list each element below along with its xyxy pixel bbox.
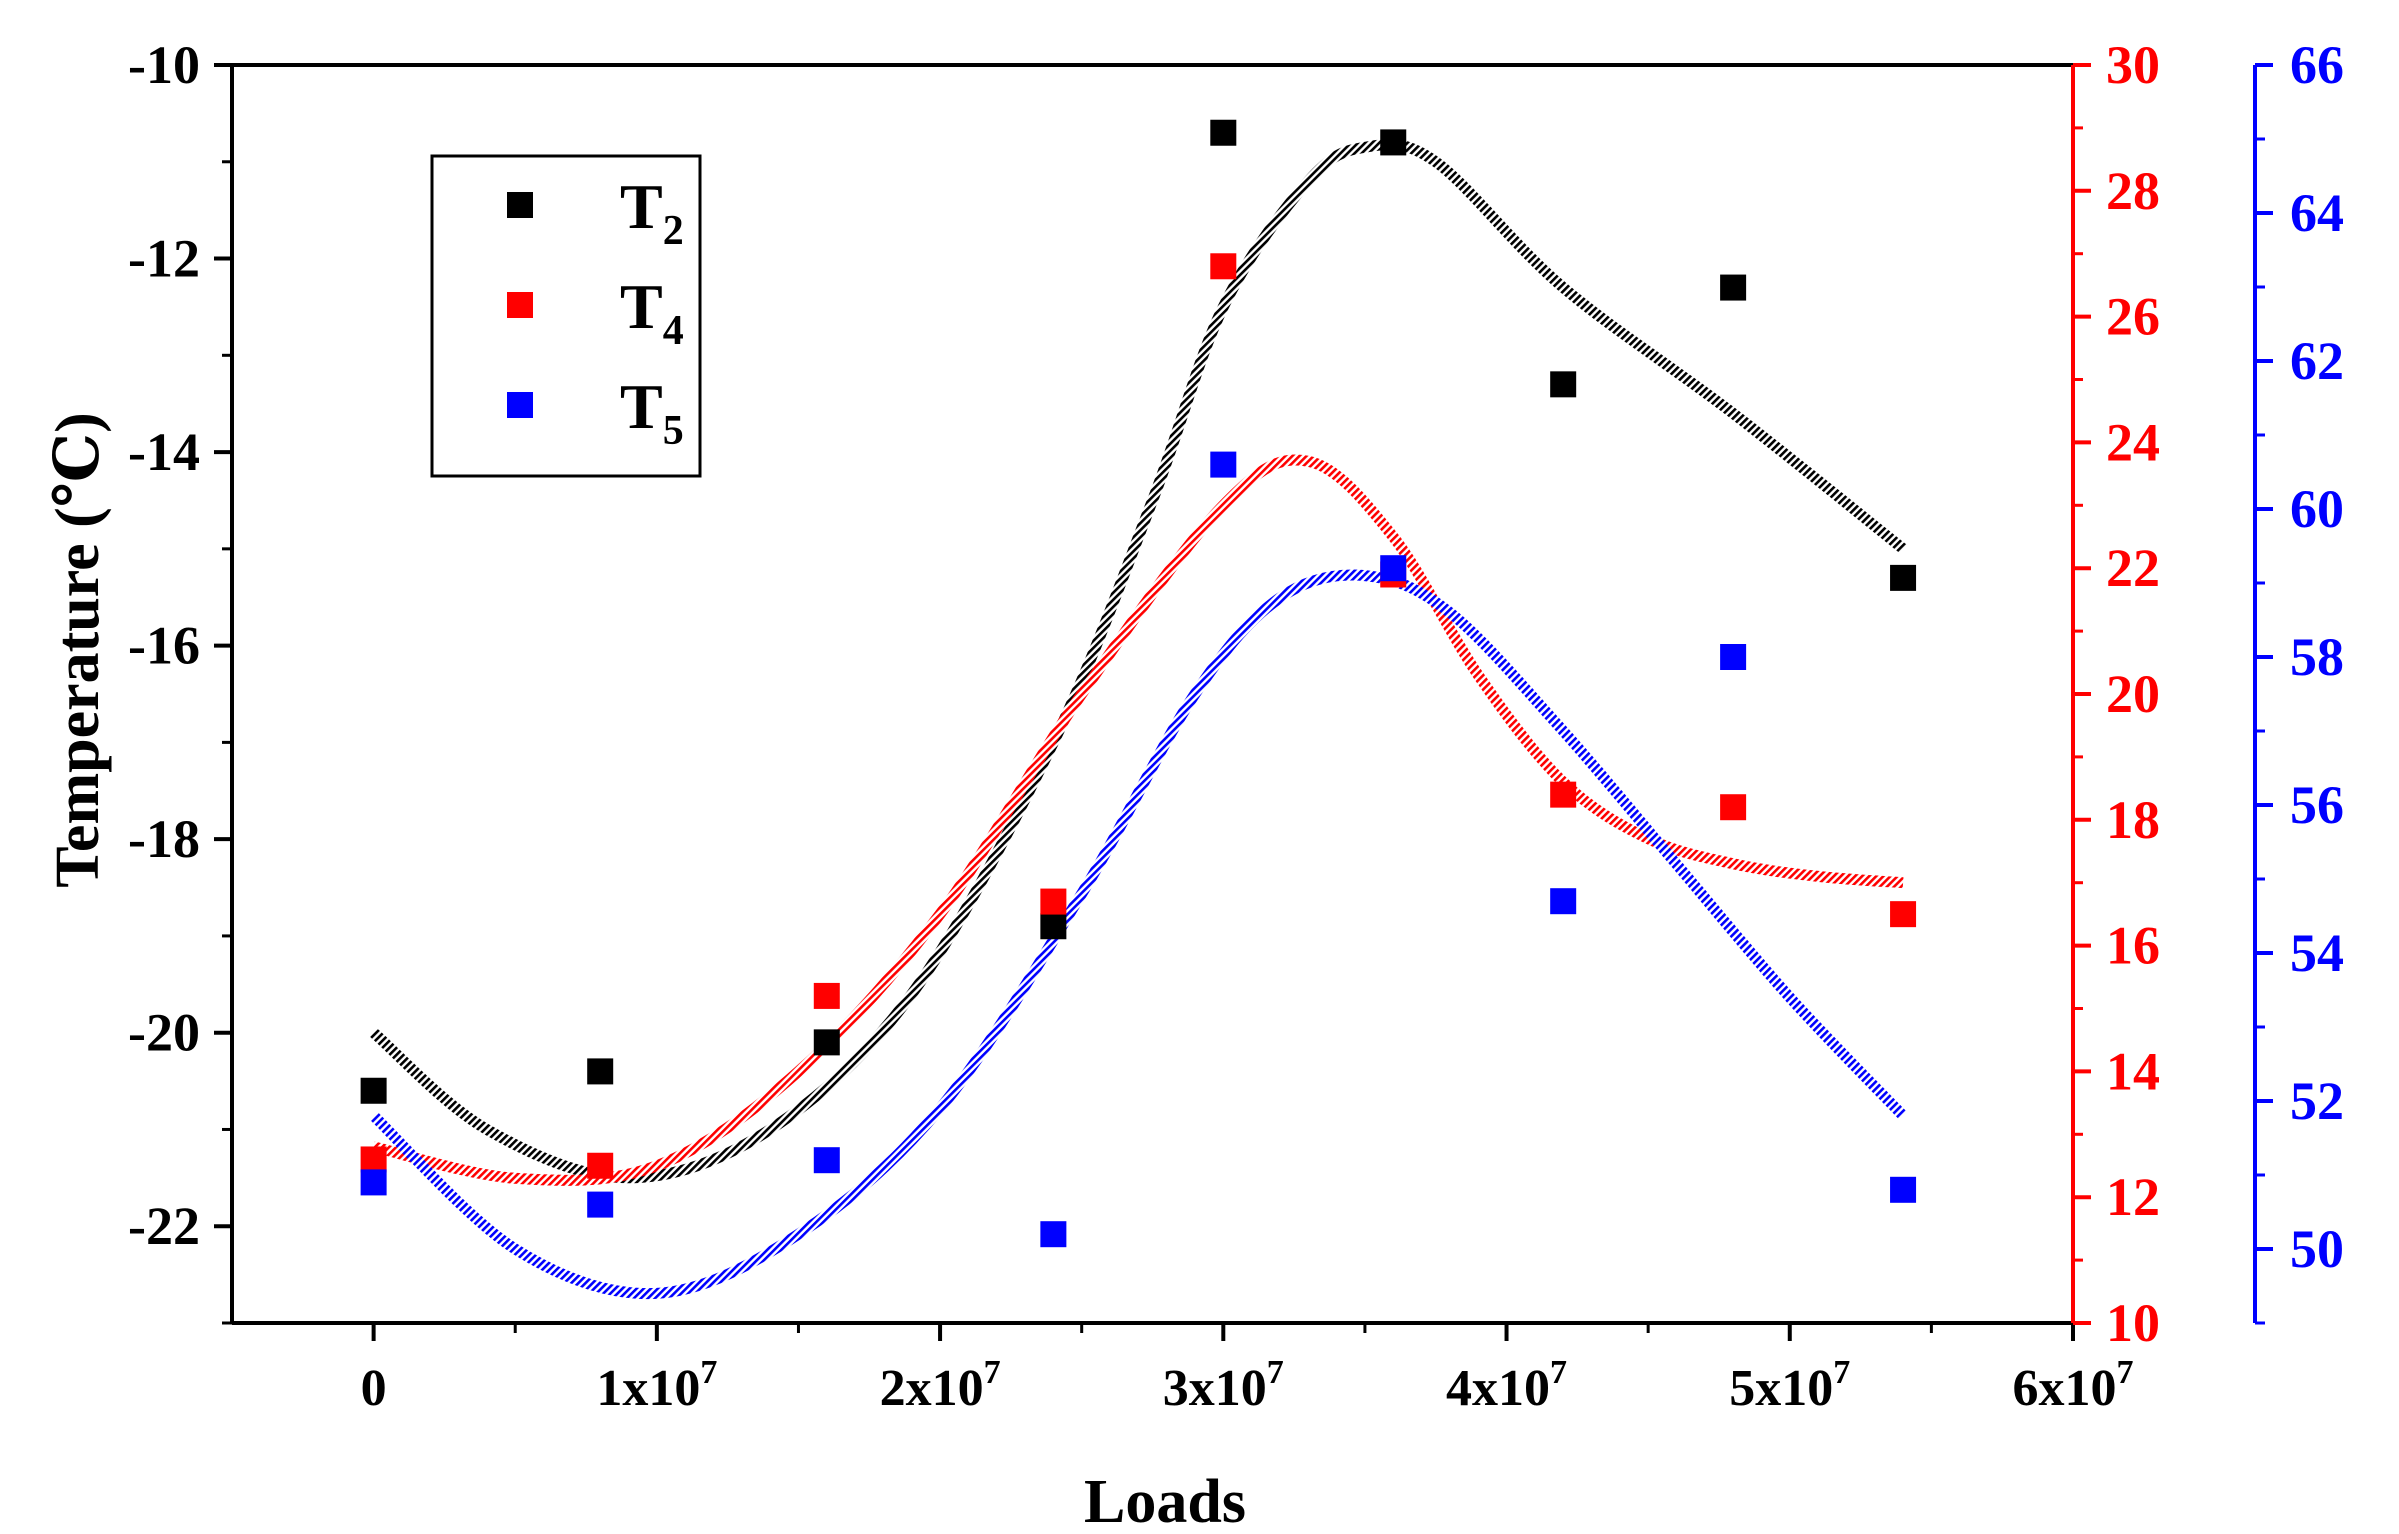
legend-box [430, 154, 702, 478]
legend-label: T5 [620, 371, 684, 454]
left-tick-label: -18 [128, 809, 200, 869]
left-tick-label: -16 [128, 616, 200, 676]
red-axis-tick-label: 24 [2106, 412, 2160, 472]
red-axis-tick-label: 20 [2106, 664, 2160, 724]
point-t5 [1550, 888, 1577, 915]
fit-curves [369, 138, 1908, 1300]
point-t2 [1040, 913, 1067, 940]
blue-axis-tick-label: 54 [2290, 923, 2344, 983]
data-points [360, 119, 1917, 1248]
blue-axis-tick-label: 64 [2290, 183, 2344, 243]
red-axis-tick-label: 16 [2106, 916, 2160, 976]
point-t5 [1720, 644, 1747, 670]
legend-marker [507, 292, 533, 318]
x-tick-label: 2x107 [880, 1354, 1001, 1417]
red-axis-tick-label: 18 [2106, 790, 2160, 850]
red-axis-tick-label: 22 [2106, 538, 2160, 598]
legend-label: T4 [620, 271, 684, 354]
blue-axis-tick-label: 50 [2290, 1219, 2344, 1279]
red-axis-tick-label: 14 [2106, 1041, 2160, 1101]
left-tick-label: -14 [128, 422, 200, 482]
blue-axis-tick-label: 58 [2290, 627, 2344, 687]
point-t5 [360, 1169, 387, 1196]
point-t5 [1040, 1221, 1067, 1248]
point-t2 [1720, 274, 1747, 301]
fit-curve-t5 [369, 569, 1908, 1300]
blue-axis-tick-label: 56 [2290, 775, 2344, 835]
point-t4 [1040, 888, 1067, 915]
red-axis-tick-label: 10 [2106, 1293, 2160, 1353]
point-t5 [1890, 1176, 1917, 1203]
red-axis-tick-label: 30 [2106, 35, 2160, 95]
point-t4 [360, 1146, 387, 1173]
x-tick-label: 5x107 [1729, 1354, 1850, 1417]
point-t4 [1210, 253, 1237, 280]
point-t5 [813, 1147, 840, 1174]
red-axis-tick-label: 26 [2106, 287, 2160, 347]
x-tick-label: 3x107 [1163, 1354, 1284, 1417]
x-tick-label: 0 [361, 1360, 387, 1417]
x-axis-label: Loads [1084, 1468, 1246, 1534]
left-tick-label: -22 [128, 1196, 200, 1256]
blue-axis-tick-label: 60 [2290, 479, 2344, 539]
point-t4 [1720, 794, 1747, 821]
axes: 0 1x107 2x107 3x107 4x107 5x107 6x107 -22 -20 -18… [128, 35, 2344, 1417]
legend-label: T2 [620, 171, 684, 254]
blue-axis-tick-label: 66 [2290, 35, 2344, 95]
x-tick-label: 6x107 [2013, 1354, 2134, 1417]
point-t5 [587, 1191, 614, 1218]
y-axis-label: Temperature (℃) [44, 412, 112, 887]
point-t2 [1210, 119, 1237, 146]
point-t5 [1210, 451, 1237, 478]
point-t2 [587, 1058, 614, 1085]
point-t4 [813, 982, 840, 1009]
legend-marker [507, 192, 533, 218]
point-t2 [1890, 564, 1917, 591]
left-tick-label: -20 [128, 1003, 200, 1063]
legend: T2 T4 T5 [430, 154, 702, 478]
point-t2 [360, 1077, 387, 1104]
blue-axis-tick-label: 52 [2290, 1071, 2344, 1131]
left-tick-label: -12 [128, 229, 200, 289]
blue-axis-tick-label: 62 [2290, 331, 2344, 391]
legend-marker [507, 392, 533, 418]
x-tick-label: 4x107 [1446, 1354, 1567, 1417]
point-t2 [813, 1029, 840, 1056]
point-t2 [1380, 129, 1407, 156]
x-tick-label: 1x107 [596, 1354, 717, 1417]
point-t4 [587, 1152, 614, 1179]
point-t4 [1890, 901, 1917, 928]
point-t2 [1550, 371, 1577, 398]
red-axis-tick-label: 28 [2106, 161, 2160, 221]
point-t5 [1380, 555, 1407, 582]
red-axis-tick-label: 12 [2106, 1167, 2160, 1227]
fit-curve-t2 [369, 138, 1907, 1184]
point-t4 [1550, 781, 1577, 808]
left-tick-label: -10 [128, 35, 200, 95]
